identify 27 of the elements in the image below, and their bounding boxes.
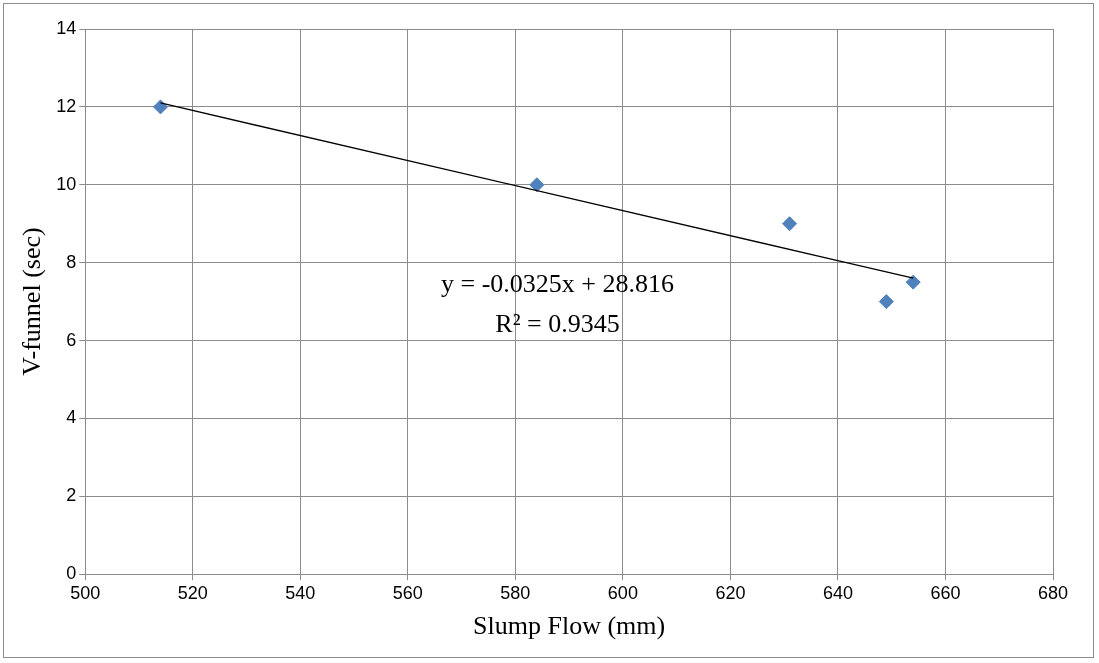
y-tick-label: 2 <box>66 485 77 506</box>
y-tick-label: 14 <box>56 17 77 38</box>
y-tick-label: 10 <box>56 173 77 194</box>
x-tick-label: 680 <box>1037 582 1069 603</box>
y-tick-label: 0 <box>66 563 77 584</box>
x-tick-label: 600 <box>607 582 638 603</box>
y-tick-label: 12 <box>56 95 77 116</box>
x-tick-label: 500 <box>70 582 101 603</box>
y-axis-title: V-funnel (sec) <box>17 227 47 376</box>
annotation: R² = 0.9345 <box>495 308 620 338</box>
x-tick-label: 540 <box>285 582 316 603</box>
annotation: y = -0.0325x + 28.816 <box>441 269 674 299</box>
x-tick-label: 560 <box>392 582 423 603</box>
x-tick-label: 580 <box>500 582 531 603</box>
point <box>782 216 798 232</box>
x-tick-label: 640 <box>822 582 853 603</box>
point <box>152 99 168 115</box>
point <box>529 177 545 193</box>
point <box>905 274 921 290</box>
point <box>878 294 894 310</box>
x-axis-title: Slump Flow (mm) <box>473 611 666 641</box>
y-tick-label: 8 <box>66 251 77 272</box>
x-tick-label: 520 <box>177 582 208 603</box>
x-tick-label: 620 <box>715 582 746 603</box>
y-tick-label: 4 <box>66 407 77 428</box>
x-tick-label: 660 <box>930 582 961 603</box>
y-tick-label: 6 <box>66 329 77 350</box>
